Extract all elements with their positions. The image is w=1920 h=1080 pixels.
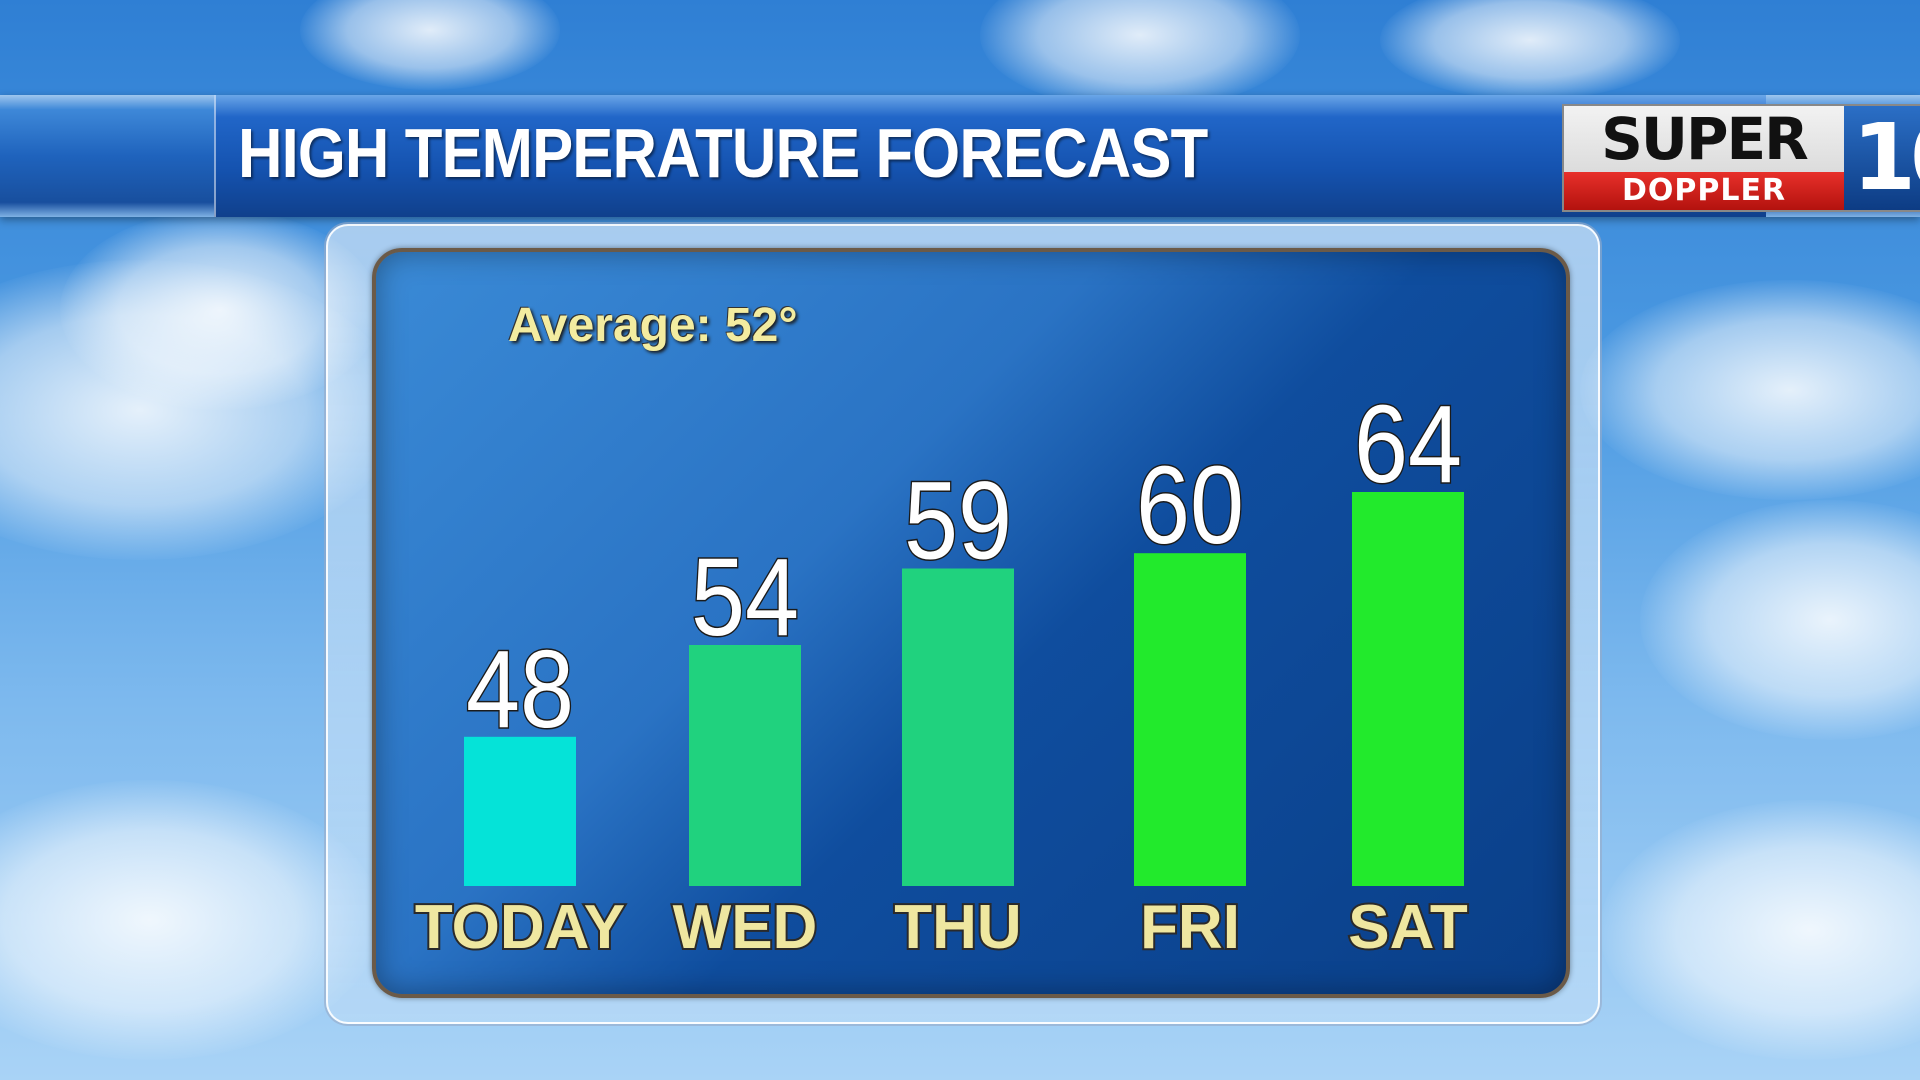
value-label-sat: 64: [1354, 383, 1462, 506]
page-title: HIGH TEMPERATURE FORECAST: [238, 114, 1208, 192]
logo-doppler-text: DOPPLER: [1621, 173, 1787, 208]
category-label-today: TODAY: [415, 893, 625, 962]
bar-wed: [689, 645, 801, 886]
title-panel: HIGH TEMPERATURE FORECAST SUPER DOPPLER …: [214, 95, 1920, 217]
cloud: [1580, 280, 1920, 500]
cloud: [1600, 800, 1920, 1060]
station-logo: SUPER DOPPLER 10: [1562, 104, 1920, 212]
logo-channel-block: [1844, 106, 1920, 210]
category-label-fri: FRI: [1140, 893, 1240, 962]
cloud: [0, 780, 380, 1060]
logo-doppler-band: [1564, 172, 1844, 210]
bar-thu: [902, 568, 1014, 886]
value-label-thu: 59: [904, 460, 1012, 583]
logo-super-text: SUPER: [1601, 105, 1809, 173]
category-label-thu: THU: [894, 893, 1021, 962]
category-label-sat: SAT: [1348, 893, 1468, 962]
category-label-wed: WED: [673, 893, 818, 962]
value-label-fri: 60: [1136, 444, 1244, 567]
bar-fri: [1134, 553, 1246, 886]
logo-channel-number: 10: [1852, 104, 1920, 211]
title-bar: HIGH TEMPERATURE FORECAST SUPER DOPPLER …: [0, 95, 1920, 217]
bar-today: [464, 736, 576, 886]
bar-sat: [1352, 492, 1464, 886]
cloud: [1380, 0, 1680, 100]
value-label-wed: 54: [691, 536, 799, 659]
value-label-today: 48: [466, 628, 574, 751]
average-annotation: Average: 52°: [508, 299, 798, 352]
